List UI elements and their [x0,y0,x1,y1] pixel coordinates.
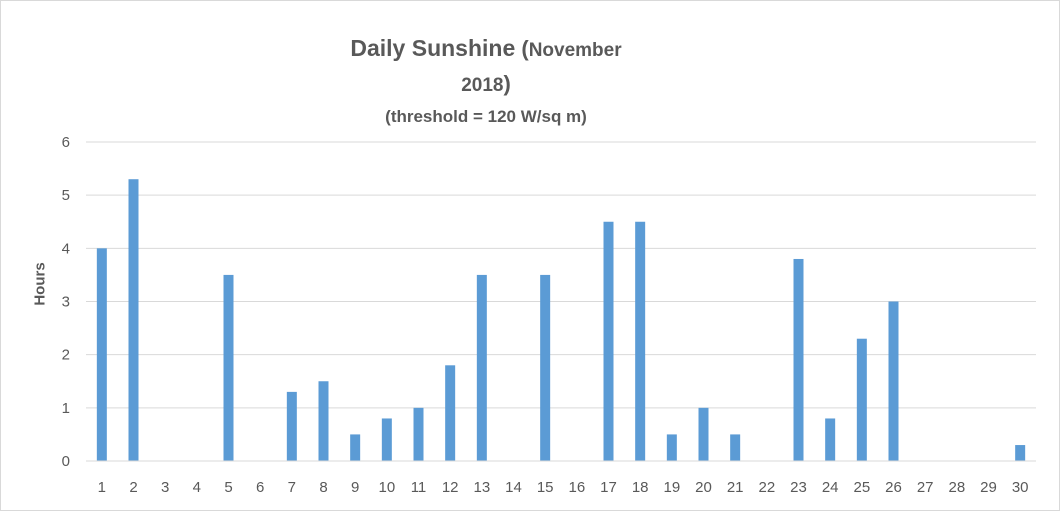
bar-day-19 [666,434,677,461]
y-tick-label-5: 5 [62,187,70,204]
y-tick-label-4: 4 [62,240,70,257]
bar-day-21 [730,434,741,461]
x-tick-label-29: 29 [980,479,997,496]
x-tick-label-8: 8 [319,479,327,496]
chart-subtitle: (threshold = 120 W/sq m) [385,107,587,126]
bar-day-13 [476,274,487,461]
bar-day-30 [1015,445,1026,461]
x-tick-label-3: 3 [161,479,169,496]
x-tick-label-30: 30 [1012,479,1029,496]
x-tick-label-13: 13 [473,479,490,496]
x-tick-label-18: 18 [632,479,649,496]
x-tick-label-10: 10 [378,479,395,496]
x-tick-label-2: 2 [129,479,137,496]
x-tick-label-12: 12 [442,479,459,496]
x-tick-label-5: 5 [224,479,232,496]
x-tick-label-21: 21 [727,479,744,496]
x-tick-label-22: 22 [758,479,775,496]
bar-day-23 [793,258,804,461]
y-tick-label-1: 1 [62,400,70,417]
x-tick-label-1: 1 [98,479,106,496]
x-tick-label-23: 23 [790,479,807,496]
x-tick-label-4: 4 [193,479,201,496]
x-tick-label-16: 16 [568,479,585,496]
bar-day-18 [635,221,646,461]
x-tick-label-28: 28 [948,479,965,496]
bar-day-10 [381,418,392,461]
y-tick-label-0: 0 [62,453,70,470]
x-tick-label-6: 6 [256,479,264,496]
bar-day-24 [825,418,836,461]
bar-day-12 [445,365,456,461]
x-tick-label-14: 14 [505,479,522,496]
x-tick-label-19: 19 [663,479,680,496]
x-tick-label-26: 26 [885,479,902,496]
bar-day-20 [698,407,709,461]
bar-day-8 [318,381,329,461]
y-tick-label-3: 3 [62,294,70,311]
x-tick-label-7: 7 [288,479,296,496]
chart-title-line-1: Daily Sunshine (November [0,32,972,67]
x-tick-label-15: 15 [537,479,554,496]
bar-day-26 [888,301,899,461]
chart-title-line-2: 2018) [0,67,972,102]
x-tick-label-9: 9 [351,479,359,496]
y-tick-label-6: 6 [62,134,70,151]
bar-day-9 [350,434,361,461]
bar-day-25 [856,338,867,461]
bar-day-17 [603,221,614,461]
bar-day-11 [413,407,424,461]
chart-title-close-paren: ) [503,71,511,96]
bar-day-7 [286,391,297,461]
chart-title-month: November [528,40,622,61]
chart-title-open-paren: ( [521,36,529,61]
bar-day-1 [96,248,107,461]
x-tick-label-11: 11 [411,479,427,496]
x-tick-label-27: 27 [917,479,934,496]
x-tick-label-17: 17 [600,479,617,496]
bar-day-2 [128,179,139,461]
y-tick-label-2: 2 [62,347,70,364]
bar-day-5 [223,274,234,461]
chart-title-block: Daily Sunshine (November 2018) (threshol… [0,32,972,130]
x-tick-label-25: 25 [853,479,870,496]
chart-title-main: Daily Sunshine [350,35,516,61]
x-tick-label-20: 20 [695,479,712,496]
x-tick-label-24: 24 [822,479,839,496]
chart-title-year: 2018 [461,75,504,96]
bar-day-15 [540,274,551,461]
